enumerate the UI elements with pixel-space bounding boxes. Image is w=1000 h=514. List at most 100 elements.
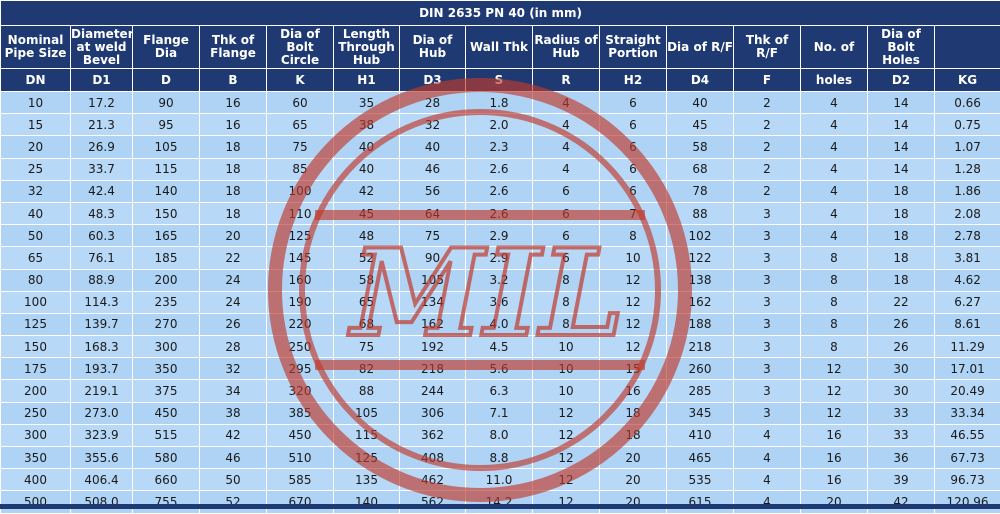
table-cell: 6.27 [935, 291, 1000, 313]
table-cell: 40 [667, 92, 734, 114]
table-cell: 8 [801, 336, 868, 358]
table-cell: 218 [667, 336, 734, 358]
table-cell: 2.3 [466, 136, 533, 158]
table-cell: 80 [1, 269, 71, 291]
table-cell: 4 [533, 92, 600, 114]
table-cell: 465 [667, 447, 734, 469]
table-cell: 385 [267, 402, 334, 424]
table-cell: 33.34 [935, 402, 1000, 424]
table-cell: 4 [801, 158, 868, 180]
table-cell: 6 [600, 92, 667, 114]
table-cell: 410 [667, 424, 734, 446]
table-cell: 40 [334, 136, 400, 158]
table-cell: 10 [533, 358, 600, 380]
table-cell: 6 [600, 158, 667, 180]
table-title: DIN 2635 PN 40 (in mm) [1, 1, 1000, 26]
table-cell: 3 [734, 313, 801, 335]
table-cell: 406.4 [71, 469, 133, 491]
table-cell: 2.78 [935, 225, 1000, 247]
column-symbol: holes [801, 69, 868, 92]
table-cell: 2 [734, 180, 801, 202]
table-cell: 96.73 [935, 469, 1000, 491]
table-cell: 660 [133, 469, 200, 491]
table-cell: 8 [533, 313, 600, 335]
table-cell: 21.3 [71, 114, 133, 136]
table-cell: 400 [1, 469, 71, 491]
table-cell: 4 [801, 114, 868, 136]
table-cell: 20 [1, 136, 71, 158]
table-cell: 26 [868, 336, 935, 358]
table-cell: 355.6 [71, 447, 133, 469]
table-cell: 200 [133, 269, 200, 291]
table-cell: 3 [734, 402, 801, 424]
table-cell: 48 [334, 225, 400, 247]
table-cell: 462 [400, 469, 466, 491]
table-cell: 2.9 [466, 225, 533, 247]
table-cell: 510 [267, 447, 334, 469]
table-cell: 8 [801, 313, 868, 335]
table-cell: 295 [267, 358, 334, 380]
column-header: Dia of Bolt Circle [267, 26, 334, 69]
table-cell: 185 [133, 247, 200, 269]
table-cell: 75 [334, 336, 400, 358]
table-cell: 16 [801, 447, 868, 469]
table-cell: 4 [734, 491, 801, 513]
table-cell: 2.0 [466, 114, 533, 136]
table-cell: 115 [334, 424, 400, 446]
table-cell: 20 [200, 225, 267, 247]
table-cell: 18 [200, 158, 267, 180]
table-cell: 150 [1, 336, 71, 358]
table-cell: 165 [133, 225, 200, 247]
table-cell: 362 [400, 424, 466, 446]
table-cell: 60 [267, 92, 334, 114]
table-cell: 100 [1, 291, 71, 313]
table-cell: 4 [533, 158, 600, 180]
table-cell: 218 [400, 358, 466, 380]
table-cell: 28 [200, 336, 267, 358]
table-cell: 3.6 [466, 291, 533, 313]
table-cell: 8 [533, 291, 600, 313]
table-cell: 188 [667, 313, 734, 335]
table-cell: 0.75 [935, 114, 1000, 136]
table-cell: 2 [734, 158, 801, 180]
table-cell: 11.0 [466, 469, 533, 491]
column-header: Length Through Hub [334, 26, 400, 69]
table-cell: 285 [667, 380, 734, 402]
table-cell: 90 [400, 247, 466, 269]
table-cell: 1.07 [935, 136, 1000, 158]
table-cell: 40 [1, 202, 71, 224]
column-symbol: D1 [71, 69, 133, 92]
table-cell: 50 [200, 469, 267, 491]
table-cell: 6 [533, 247, 600, 269]
column-symbol: KG [935, 69, 1000, 92]
table-cell: 162 [667, 291, 734, 313]
column-header: Dia of Hub [400, 26, 466, 69]
column-header: Flange Dia [133, 26, 200, 69]
table-cell: 14 [868, 136, 935, 158]
table-cell: 175 [1, 358, 71, 380]
table-cell: 88.9 [71, 269, 133, 291]
column-symbol: H2 [600, 69, 667, 92]
table-cell: 6 [600, 180, 667, 202]
table-cell: 58 [334, 269, 400, 291]
table-cell: 18 [868, 202, 935, 224]
table-cell: 6 [533, 180, 600, 202]
table-cell: 105 [334, 402, 400, 424]
table-cell: 120.96 [935, 491, 1000, 513]
table-cell: 110 [267, 202, 334, 224]
table-cell: 10 [533, 336, 600, 358]
table-cell: 20 [600, 469, 667, 491]
table-cell: 95 [133, 114, 200, 136]
table-cell: 75 [400, 225, 466, 247]
table-cell: 125 [334, 447, 400, 469]
table-cell: 3 [734, 225, 801, 247]
table-cell: 140 [334, 491, 400, 513]
